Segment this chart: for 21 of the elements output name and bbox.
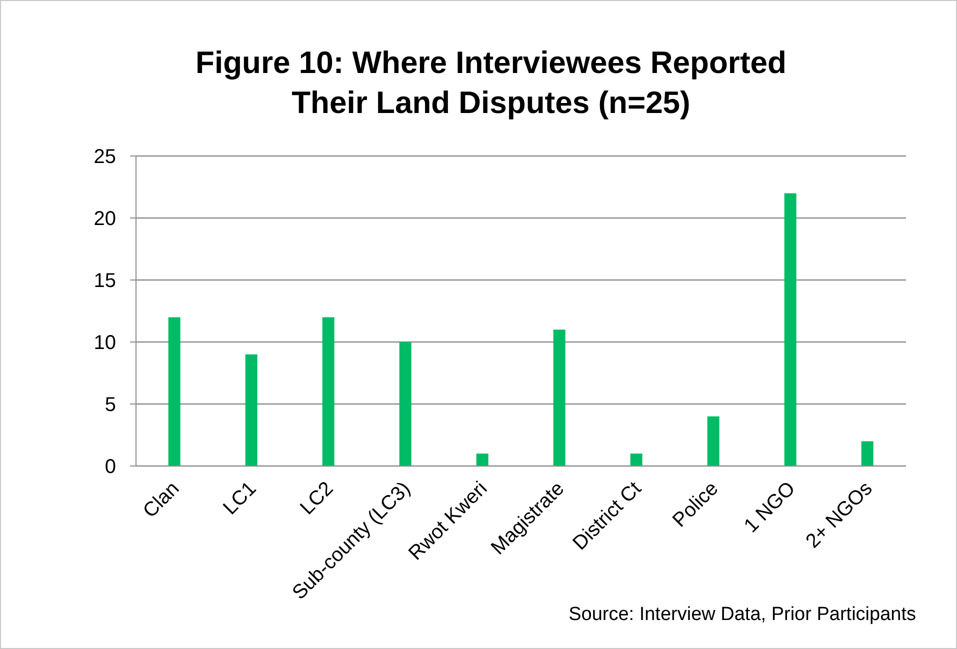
y-tick-label: 20 [94, 208, 116, 230]
y-tick-label: 15 [94, 270, 116, 292]
chart-title: Figure 10: Where Interviewees Reported Their Land Disputes (n=25) [194, 44, 788, 122]
bar [322, 317, 334, 466]
bar [553, 330, 566, 466]
y-tick-label: 25 [94, 146, 116, 168]
y-tick-label: 10 [94, 332, 116, 354]
bar [630, 454, 642, 466]
y-tick-label: 0 [104, 456, 116, 478]
x-tick-label: Clan [139, 478, 184, 522]
x-tick-label: LC1 [219, 478, 261, 520]
bar [861, 441, 874, 466]
source-note: Source: Interview Data, Prior Participants [568, 604, 916, 626]
bar [245, 354, 258, 466]
bar [476, 454, 488, 466]
x-tick-label: LC2 [296, 478, 338, 520]
bar [707, 416, 720, 466]
bar [168, 317, 180, 466]
bar [784, 193, 796, 466]
bar [399, 342, 412, 466]
y-tick-label: 5 [104, 394, 116, 416]
